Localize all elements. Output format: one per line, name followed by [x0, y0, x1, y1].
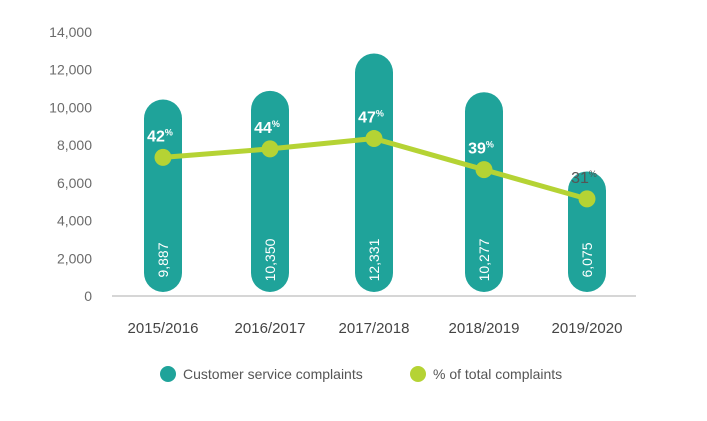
percent-point: [365, 130, 383, 148]
legend: Customer service complaints % of total c…: [160, 366, 562, 382]
bar-customer-service-complaints: [568, 171, 606, 292]
x-axis: 2015/2016 2016/2017 2017/2018 2018/2019 2019…: [128, 320, 623, 337]
percent-point: [475, 161, 493, 179]
legend-label-percent: % of total complaints: [433, 366, 562, 382]
bar-customer-service-complaints: [251, 90, 289, 292]
x-category-label: 2019/2020: [552, 320, 623, 337]
legend-marker-complaints: [160, 366, 176, 382]
y-tick-label: 14,000: [49, 24, 92, 40]
bar-value-label: 6,075: [579, 242, 595, 277]
y-tick-label: 8,000: [57, 137, 92, 153]
bar-value-label: 12,331: [366, 238, 382, 281]
bar-value-label: 10,277: [476, 238, 492, 281]
y-tick-label: 6,000: [57, 175, 92, 191]
y-tick-label: 0: [84, 288, 92, 304]
bar-value-label: 10,350: [262, 238, 278, 281]
y-tick-label: 12,000: [49, 62, 92, 78]
x-category-label: 2017/2018: [339, 320, 410, 337]
percent-point: [154, 148, 172, 166]
percent-point: [261, 140, 279, 158]
x-category-label: 2016/2017: [235, 320, 306, 337]
y-tick-label: 4,000: [57, 213, 92, 229]
percent-point: [578, 190, 596, 208]
bar-customer-service-complaints: [465, 92, 503, 292]
legend-label-complaints: Customer service complaints: [183, 366, 363, 382]
bar-value-label: 9,887: [155, 242, 171, 277]
y-tick-label: 10,000: [49, 99, 92, 115]
x-category-label: 2015/2016: [128, 320, 199, 337]
bar-customer-service-complaints: [355, 53, 393, 293]
bar-customer-service-complaints: [144, 99, 182, 293]
bars: 9,887 10,350 12,331 10,277 6,075: [144, 53, 606, 293]
y-axis: 14,000 12,000 10,000 8,000 6,000 4,000 2,000 0: [49, 24, 92, 304]
x-category-label: 2018/2019: [449, 320, 520, 337]
legend-marker-percent: [410, 366, 426, 382]
y-tick-label: 2,000: [57, 250, 92, 266]
